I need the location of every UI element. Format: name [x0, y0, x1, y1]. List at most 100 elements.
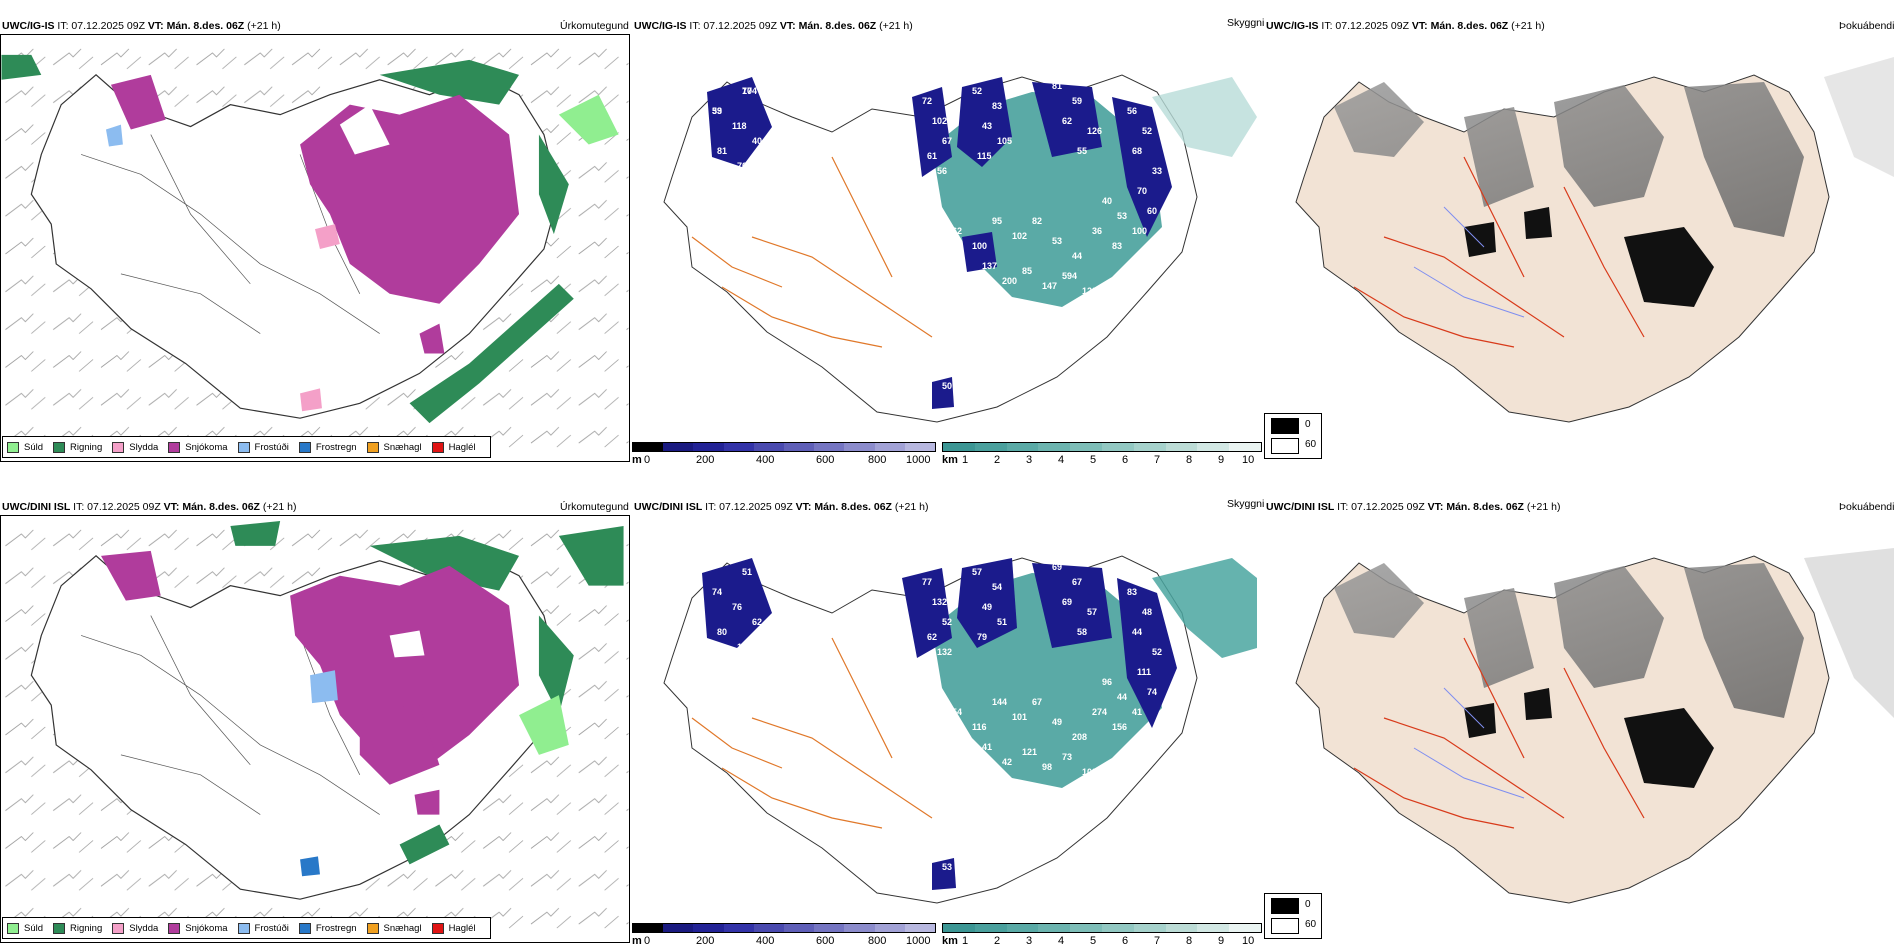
- cloud-base-label: 40: [1102, 196, 1112, 206]
- cloud-base-label: 59: [1072, 96, 1082, 106]
- vis-colorbar-strip: [942, 442, 1262, 452]
- cloud-base-label: 62: [752, 617, 762, 627]
- panel-variable-label: Skyggni: [1227, 498, 1265, 510]
- cloud-base-label: 53: [1052, 236, 1062, 246]
- panel-variable-label: Skyggni: [1227, 17, 1265, 29]
- cloud-unit-label: m: [632, 935, 642, 947]
- precip-map[interactable]: [0, 515, 630, 943]
- cloud-base-label: 102: [1012, 231, 1027, 241]
- fog-panel-top: UWC/IG-IS IT: 07.12.2025 09Z VT: Mán. 8.…: [1264, 12, 1894, 467]
- cloud-base-label: 128: [1082, 286, 1097, 296]
- panel-title: UWC/DINI ISL IT: 07.12.2025 09Z VT: Mán.…: [2, 501, 297, 513]
- panel-title: UWC/IG-IS IT: 07.12.2025 09Z VT: Mán. 8.…: [1266, 20, 1545, 32]
- cloud-base-label: 74: [712, 587, 722, 597]
- cloud-base-label: 83: [992, 101, 1002, 111]
- precip-map[interactable]: [0, 34, 630, 462]
- cloud-base-label: 96: [1102, 677, 1112, 687]
- panel-title: UWC/DINI ISL IT: 07.12.2025 09Z VT: Mán.…: [634, 501, 929, 513]
- cloud-base-label: 39: [712, 106, 722, 116]
- legend-swatch: [168, 922, 181, 934]
- cloud-colorbar-strip: [632, 923, 936, 933]
- fog-map[interactable]: [1264, 34, 1894, 440]
- panel-variable-label: Úrkomutegund: [560, 20, 629, 32]
- fog-index-dark: [1464, 688, 1714, 788]
- cloud-base-label: 114: [892, 697, 907, 707]
- vis-colorbar-strip: [942, 923, 1262, 933]
- roads: [80, 615, 380, 815]
- legend-item: Slydda: [112, 922, 158, 934]
- cloud-base-label: 50: [942, 381, 952, 391]
- precip-legend: Súld Rigning Slydda Snjókoma Frostúði Fr…: [2, 917, 491, 939]
- legend-item: Slydda: [112, 441, 158, 453]
- panel-title: UWC/DINI ISL IT: 07.12.2025 09Z VT: Mán.…: [1266, 501, 1561, 513]
- rain-areas: [230, 520, 624, 865]
- cloud-base-label: 105: [922, 251, 937, 261]
- tick-label: 3: [1026, 935, 1033, 947]
- cloud-base-label: 81: [1052, 81, 1062, 91]
- sea-visibility: [1152, 558, 1257, 658]
- cloud-visibility-map[interactable]: [632, 515, 1262, 921]
- cloud-base-label: 102: [932, 116, 947, 126]
- tick-label: 10: [1242, 935, 1255, 947]
- precip-legend: Súld Rigning Slydda Snjókoma Frostúði Fr…: [2, 436, 491, 458]
- cloud-base-label: 100: [722, 71, 737, 81]
- cloud-base-label: 43: [982, 121, 992, 131]
- cloud-base-label: 132: [937, 647, 952, 657]
- cloud-base-label: 132: [932, 597, 947, 607]
- fog-map[interactable]: [1264, 515, 1894, 921]
- cloud-base-label: 33: [1152, 166, 1162, 176]
- cloud-base-label: 79: [977, 632, 987, 642]
- cloud-base-label: 52: [972, 86, 982, 96]
- fog-index-dark: [1464, 207, 1714, 307]
- legend-swatch: [298, 441, 311, 453]
- snow-areas: [101, 550, 520, 815]
- cloud-base-label: 56: [727, 657, 737, 667]
- cloud-base-label: 100: [1132, 226, 1147, 236]
- cloud-base-label: 57: [972, 567, 982, 577]
- panel-variable-label: Þokuábendi: [1839, 501, 1895, 513]
- cloud-base-label: 51: [742, 567, 752, 577]
- tick-label: 200: [696, 935, 715, 947]
- cloud-base-label: 156: [1112, 722, 1127, 732]
- legend-swatch: [53, 922, 66, 934]
- cloud-base-label: 82: [1032, 216, 1042, 226]
- cloud-base-label: 69: [1052, 562, 1062, 572]
- cloud-visibility-map[interactable]: [632, 34, 1262, 440]
- legend-item: Haglél: [431, 922, 476, 934]
- cloud-base-label: 50: [957, 371, 967, 381]
- fog-legend-value: 60: [1305, 919, 1317, 930]
- fog-legend-value: 0: [1305, 899, 1311, 910]
- cloud-base-label: 105: [997, 136, 1012, 146]
- cloud-base-label: 77: [742, 86, 752, 96]
- legend-swatch: [431, 441, 444, 453]
- cloud-base-label: 44: [1072, 251, 1082, 261]
- cloud-base-label: 104: [742, 86, 757, 96]
- cloud-base-label: 101: [1012, 712, 1027, 722]
- tick-label: 1: [962, 454, 969, 466]
- cloud-base-label: 181: [907, 717, 922, 727]
- tick-label: 800: [868, 935, 887, 947]
- tick-label: 6: [1122, 454, 1129, 466]
- cloud-base-label: 60: [1147, 206, 1157, 216]
- cloud-base-labels-bottom: 7751747662801025642771325262132575449517…: [712, 552, 1162, 872]
- legend-item: Snæhagl: [366, 922, 422, 934]
- cloud-base-label: 58: [1077, 627, 1087, 637]
- sea-fog: [1804, 548, 1894, 718]
- cloud-base-label: 42: [1002, 757, 1012, 767]
- cloud-base-label: 55: [1077, 146, 1087, 156]
- roads: [80, 134, 380, 334]
- tick-label: 2: [994, 935, 1001, 947]
- legend-swatch: [112, 441, 125, 453]
- cloud-base-label: 52: [1142, 126, 1152, 136]
- cloud-base-label: 42: [747, 672, 757, 682]
- fog-legend-value: 0: [1305, 419, 1311, 430]
- legend-item: Súld: [7, 441, 43, 453]
- legend-swatch: [298, 922, 311, 934]
- fog-legend-swatch: [1271, 418, 1299, 434]
- tick-label: 1000: [906, 454, 931, 466]
- cloud-base-label: 56: [1127, 106, 1137, 116]
- legend-swatch: [112, 922, 125, 934]
- tick-label: 2: [994, 454, 1001, 466]
- fog-panel-bottom: UWC/DINI ISL IT: 07.12.2025 09Z VT: Mán.…: [1264, 493, 1894, 948]
- precip-panel-top: UWC/IG-IS IT: 07.12.2025 09Z VT: Mán. 8.…: [0, 12, 630, 467]
